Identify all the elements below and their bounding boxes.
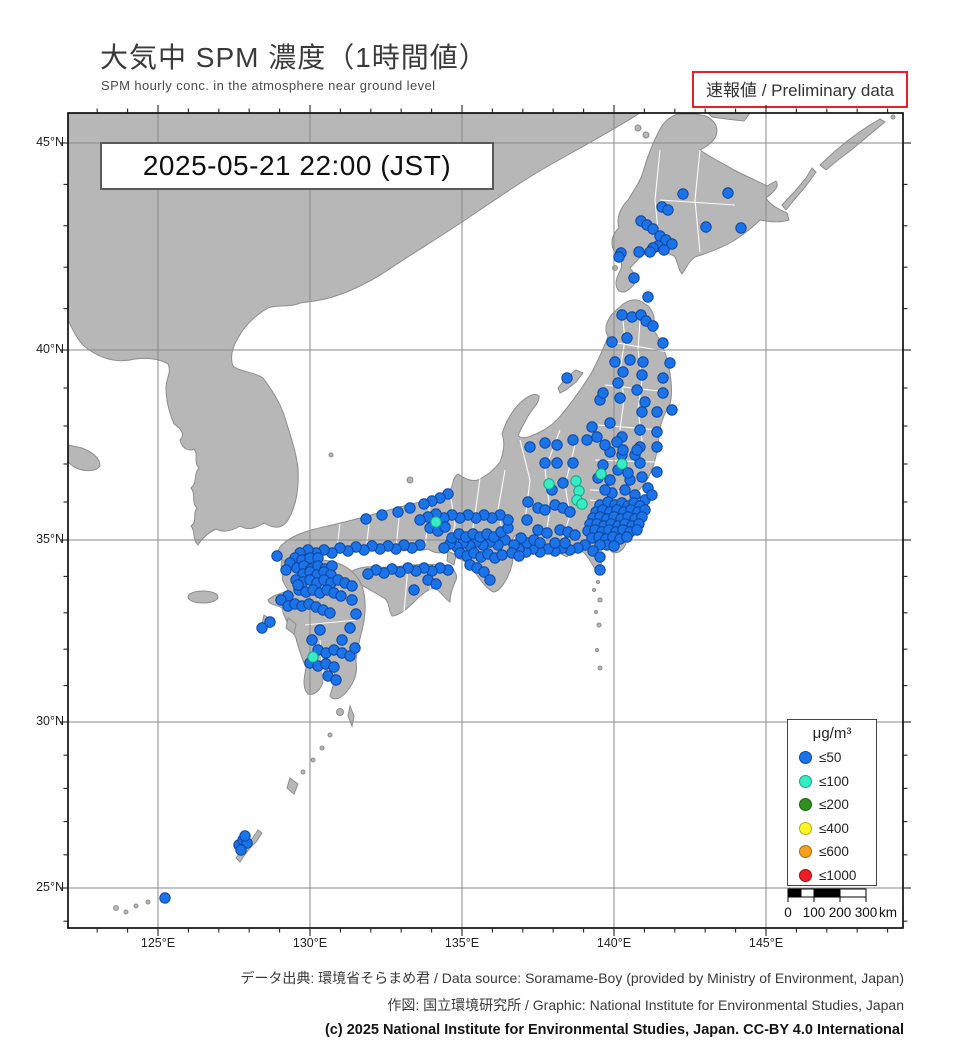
legend-dot-le400	[799, 821, 812, 835]
timestamp-box: 2025-05-21 22:00 (JST)	[100, 142, 494, 190]
legend-list: ≤50 ≤100 ≤200 ≤400 ≤600 ≤1000	[788, 746, 876, 887]
land-sakishima-isle	[123, 909, 129, 915]
legend-label: ≤200	[819, 797, 849, 813]
footer-data-source: データ出典: 環境省そらまめ君 / Data source: Soramame-…	[240, 970, 904, 986]
land-shandong	[68, 444, 101, 472]
land-okushiri	[612, 265, 618, 271]
land-oki	[406, 476, 414, 484]
legend-title: μg/m³	[812, 725, 852, 742]
legend-label: ≤50	[819, 750, 842, 766]
legend: μg/m³ ≤50 ≤100 ≤200 ≤400 ≤600 ≤1000	[787, 719, 877, 886]
land-sakishima-isle	[133, 903, 139, 909]
svg-text:km: km	[879, 905, 897, 920]
land-yakushima	[336, 708, 344, 716]
lat-label: 25°N	[36, 880, 64, 894]
legend-dot-le50	[799, 751, 812, 765]
lat-label: 35°N	[36, 532, 64, 546]
land-tokara-isle	[327, 732, 333, 738]
lon-label: 130°E	[292, 936, 328, 950]
station-dots	[159, 187, 747, 904]
legend-item-le100: ≤100	[788, 770, 876, 794]
legend-item-le400: ≤400	[788, 817, 876, 841]
legend-label: ≤100	[819, 773, 849, 789]
map-frame	[67, 112, 904, 929]
legend-item-le50: ≤50	[788, 746, 876, 770]
legend-item-le1000: ≤1000	[788, 864, 876, 888]
land-tokara-isle	[300, 769, 306, 775]
legend-dot-le600	[799, 845, 812, 859]
legend-dot-le100	[799, 774, 812, 788]
land-kunashiri	[781, 167, 817, 211]
land-rebun	[634, 124, 642, 132]
footer-copyright: (c) 2025 National Institute for Environm…	[324, 1022, 904, 1038]
land-izu-isle	[595, 648, 599, 652]
land-izu-isle	[594, 610, 598, 614]
page-title: 大気中 SPM 濃度（1時間値）	[100, 42, 488, 73]
preliminary-data-badge: 速報値 / Preliminary data	[692, 71, 908, 108]
timestamp-text: 2025-05-21 22:00 (JST)	[142, 150, 452, 181]
lat-label: 40°N	[36, 342, 64, 356]
lon-label: 140°E	[596, 936, 632, 950]
land-kuril-islet	[890, 114, 896, 120]
axis-ticks	[60, 105, 911, 936]
land-izu-isle	[592, 588, 596, 592]
legend-label: ≤1000	[819, 867, 857, 883]
svg-text:200: 200	[829, 905, 852, 920]
lon-label: 135°E	[444, 936, 480, 950]
land-continent-korea	[68, 113, 641, 546]
svg-text:0: 0	[784, 905, 792, 920]
page-subtitle: SPM hourly conc. in the atmosphere near …	[101, 78, 436, 93]
land-rishiri	[642, 131, 650, 139]
land-izu-isle	[596, 580, 600, 584]
svg-text:100: 100	[803, 905, 826, 920]
legend-item-le200: ≤200	[788, 793, 876, 817]
legend-item-le600: ≤600	[788, 840, 876, 864]
land-tanegashima	[347, 704, 355, 728]
land-izu-isle	[596, 622, 602, 628]
legend-label: ≤400	[819, 820, 849, 836]
land-amakusa	[285, 617, 297, 635]
land-jeju	[187, 590, 219, 604]
scale-bar: 0 100 200 300 km	[784, 888, 897, 920]
land-tokara-isle	[310, 757, 316, 763]
land-ulleung	[328, 452, 334, 458]
land-miyako-isle	[145, 899, 151, 905]
lon-label: 125°E	[140, 936, 176, 950]
lat-label: 45°N	[36, 135, 64, 149]
land-sakhalin	[707, 113, 751, 122]
svg-text:300: 300	[855, 905, 878, 920]
land-izu-isle	[597, 597, 603, 603]
legend-dot-le200	[799, 798, 812, 812]
legend-label: ≤600	[819, 844, 849, 860]
lon-label: 145°E	[748, 936, 784, 950]
land-amami	[286, 777, 299, 795]
legend-dot-le1000	[799, 868, 812, 882]
lat-label: 30°N	[36, 714, 64, 728]
land-sakishima-isle	[113, 905, 119, 911]
land-tokara-isle	[319, 745, 325, 751]
land-awaji	[446, 550, 457, 566]
footer-graphic-credit: 作図: 国立環境研究所 / Graphic: National Institut…	[387, 997, 904, 1013]
land-izu-isle	[597, 665, 603, 671]
land-etorofu	[819, 118, 886, 171]
